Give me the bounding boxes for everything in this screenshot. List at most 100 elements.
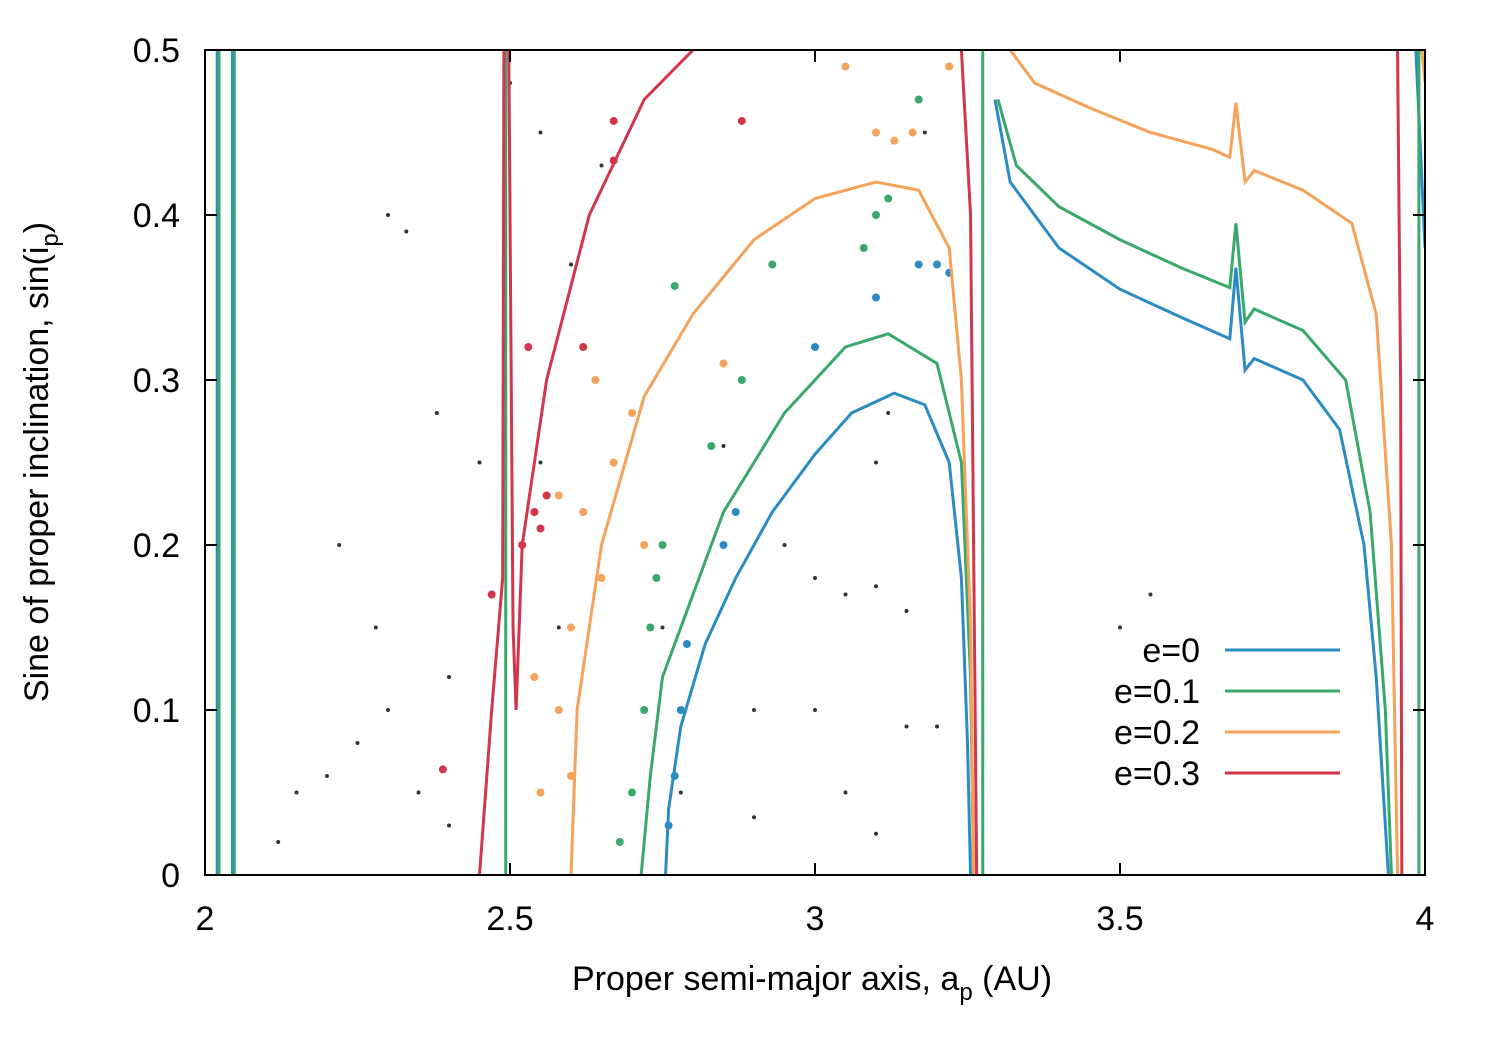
curve — [569, 50, 1425, 875]
scatter-point — [841, 62, 850, 71]
legend-label: e=0.2 — [1114, 714, 1200, 752]
y-tick-label: 0.2 — [133, 527, 180, 565]
scatter-point — [355, 741, 360, 745]
scatter-point — [813, 708, 817, 712]
y-tick-label: 0 — [161, 857, 180, 895]
scatter-point — [768, 260, 777, 269]
scatter-point — [447, 675, 451, 679]
y-tick-label: 0.3 — [133, 362, 180, 400]
scatter-point — [737, 116, 746, 125]
scatter-point — [752, 815, 756, 820]
scatter-point — [434, 411, 439, 415]
x-tick-label: 2 — [196, 900, 215, 938]
scatter-point — [813, 576, 817, 580]
scatter-point — [579, 343, 588, 351]
scatter-point — [811, 343, 819, 351]
scatter-point — [670, 281, 679, 290]
scatter-point — [707, 442, 716, 450]
scatter-point — [536, 788, 545, 797]
scatter-point — [935, 724, 939, 729]
scatter-point — [1118, 625, 1122, 630]
y-tick-label: 0.4 — [133, 197, 180, 235]
scatter-point — [373, 625, 378, 630]
scatter-point — [874, 831, 878, 836]
y-tick-label: 0.5 — [133, 32, 180, 70]
scatter-point — [719, 541, 728, 549]
x-label-sub: p — [959, 979, 972, 1006]
scatter-point — [874, 584, 878, 589]
scatter-point — [615, 838, 624, 846]
scatter-point — [628, 409, 636, 417]
scatter-point — [554, 491, 563, 500]
y-label-sub: p — [37, 233, 64, 246]
y-label-text: Sine of proper inclination, sin(i — [18, 247, 56, 702]
scatter-point — [294, 790, 299, 795]
scatter-point — [652, 574, 661, 582]
scatter-point — [859, 244, 868, 252]
scatter-point — [579, 508, 588, 516]
scatter-point — [386, 708, 390, 712]
scatter-point — [752, 708, 756, 712]
scatter-point — [524, 343, 533, 351]
x-label-text: Proper semi-major axis, a — [572, 960, 959, 998]
scatter-point — [640, 706, 649, 714]
legend-label: e=0 — [1142, 632, 1200, 670]
scatter-point — [530, 673, 539, 681]
y-tick-label: 0.1 — [133, 692, 180, 730]
scatter-point — [843, 592, 848, 597]
scatter-point — [658, 541, 667, 549]
scatter-point — [682, 640, 691, 648]
scatter-point — [542, 491, 551, 500]
scatter-point — [567, 772, 575, 780]
scatter-point — [731, 508, 740, 516]
scatter-point — [640, 541, 649, 549]
scatter-point — [884, 194, 893, 203]
scatter-point — [487, 590, 496, 599]
curve — [217, 50, 1421, 875]
scatter-point — [676, 706, 685, 714]
scatter-point — [843, 790, 848, 795]
scatter-point — [646, 623, 655, 632]
scatter-point — [538, 130, 543, 135]
scatter-point — [872, 128, 880, 137]
scatter-point — [599, 163, 604, 168]
scatter-point — [904, 609, 909, 613]
scatter-point — [554, 706, 563, 714]
x-tick-label: 3 — [806, 900, 825, 938]
scatter-point — [386, 213, 390, 217]
scatter-point — [404, 229, 409, 234]
scatter-point — [890, 136, 899, 145]
scatter-point — [276, 840, 281, 844]
scatter-point — [567, 623, 575, 632]
x-tick-label: 3.5 — [1096, 900, 1143, 938]
scatter-point — [628, 788, 636, 797]
scatter-point — [872, 293, 880, 302]
scatter-point — [609, 458, 618, 467]
y-axis-label: Sine of proper inclination, sin(ip) — [18, 222, 64, 702]
scatter-point — [569, 262, 573, 267]
scatter-point — [591, 376, 600, 384]
curve — [478, 50, 1404, 875]
scatter-point — [1148, 592, 1153, 597]
scatter-point — [886, 411, 891, 415]
scatter-point — [660, 625, 665, 630]
scatter-point — [922, 130, 927, 135]
scatter-point — [538, 460, 543, 465]
scatter-point — [325, 774, 329, 778]
scatter-point — [914, 95, 923, 104]
scatter-point — [737, 376, 746, 384]
y-label-end: ) — [18, 222, 56, 233]
scatter-point — [438, 765, 447, 774]
scatter-point — [536, 524, 545, 533]
legend-label: e=0.1 — [1114, 673, 1200, 711]
scatter-point — [933, 260, 941, 269]
x-label-unit: (AU) — [973, 960, 1052, 998]
scatter-point — [556, 625, 561, 630]
scatter-point — [874, 460, 878, 465]
scatter-point — [945, 62, 954, 71]
plot-frame — [204, 49, 1426, 876]
x-tick-label: 4 — [1416, 900, 1435, 938]
scatter-point — [678, 790, 683, 795]
